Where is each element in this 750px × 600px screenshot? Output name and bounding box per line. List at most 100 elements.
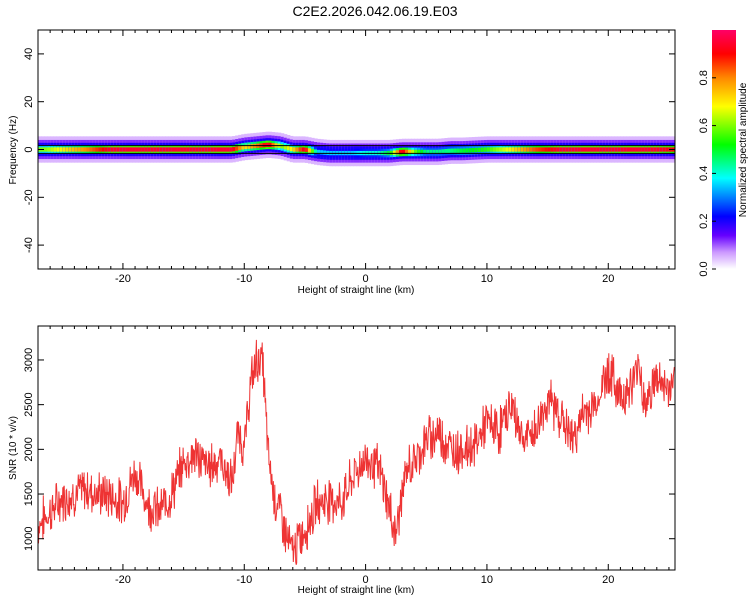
band-cell — [89, 147, 94, 152]
spectrogram-y-axis-label: Frequency (Hz) — [8, 116, 19, 185]
band-cell — [602, 147, 606, 152]
band-cell — [626, 147, 631, 152]
band-cell — [238, 145, 242, 151]
band-cell — [295, 147, 300, 152]
band-cell — [198, 147, 203, 152]
band-cell — [250, 144, 254, 149]
spectrogram-y-tick-label: -20 — [23, 189, 35, 205]
band-cell — [544, 147, 549, 152]
band-cell — [122, 147, 127, 152]
band-cell — [80, 147, 85, 152]
band-cell — [577, 147, 582, 152]
band-cell — [590, 147, 594, 152]
band-cell — [405, 149, 409, 155]
band-cell — [156, 147, 160, 152]
band-cell — [210, 147, 215, 152]
snr-ticks: -20 -10 0 10 20 1000 1500 2000 2500 3000 — [23, 326, 675, 586]
band-cell — [159, 147, 163, 152]
band-cell — [292, 147, 297, 152]
band-cell — [493, 147, 497, 152]
band-cell — [141, 147, 145, 152]
band-cell — [453, 148, 458, 153]
band-cell — [235, 146, 239, 151]
band-cell — [662, 147, 667, 152]
band-cell — [44, 147, 48, 152]
band-cell — [98, 147, 103, 152]
spectrogram-y-tick-label: 20 — [23, 96, 35, 108]
band-cell — [499, 147, 503, 152]
band-cell — [432, 149, 436, 155]
band-cell — [304, 147, 309, 152]
band-cell — [471, 148, 476, 153]
band-cell — [465, 148, 470, 153]
colorbar-ticks: 0.0 0.2 0.4 0.6 0.8 — [698, 70, 716, 277]
band-cell — [526, 147, 530, 152]
band-cell — [562, 147, 567, 152]
band-cell — [129, 147, 133, 152]
snr-y-tick-label: 2500 — [23, 392, 35, 416]
band-cell — [456, 148, 461, 153]
band-cell — [632, 147, 637, 152]
band-cell — [144, 147, 148, 152]
band-cell — [150, 147, 154, 152]
band-cell — [216, 147, 221, 152]
band-cell — [444, 148, 449, 154]
band-cell — [571, 147, 576, 152]
band-cell — [605, 147, 609, 152]
band-cell — [241, 145, 245, 150]
band-cell — [450, 148, 455, 153]
band-cell — [244, 144, 248, 150]
band-cell — [517, 147, 521, 152]
band-cell — [398, 149, 403, 155]
band-cell — [53, 147, 57, 152]
band-cell — [195, 147, 200, 152]
band-cell — [423, 149, 427, 155]
colorbar-tick-label: 0.4 — [698, 166, 710, 181]
band-cell — [262, 143, 267, 148]
band-cell — [204, 147, 209, 152]
band-cell — [477, 147, 482, 153]
spectrogram-y-tick-label: -40 — [23, 237, 35, 253]
band-cell — [556, 147, 561, 152]
band-cell — [153, 147, 157, 152]
band-cell — [417, 149, 421, 155]
snr-y-axis-label: SNR (10 * v/v) — [8, 416, 19, 480]
band-cell — [280, 144, 285, 149]
band-cell — [402, 149, 406, 155]
band-cell — [74, 147, 79, 152]
colorbar-gradient — [712, 30, 736, 269]
band-cell — [502, 147, 506, 152]
band-cell — [268, 142, 273, 148]
band-cell — [653, 147, 658, 152]
colorbar-label: Normalized spectral amplitude — [738, 82, 749, 217]
band-cell — [101, 147, 106, 152]
band-cell — [599, 147, 603, 152]
band-cell — [468, 148, 473, 153]
band-cell — [480, 147, 485, 152]
band-cell — [614, 147, 618, 152]
band-cell — [523, 147, 527, 152]
spectrogram-x-tick-label: -10 — [236, 273, 252, 285]
colorbar-tick-label: 0.0 — [698, 261, 710, 276]
band-cell — [535, 147, 540, 152]
band-cell — [220, 147, 224, 152]
band-cell — [547, 147, 552, 152]
band-cell — [441, 149, 446, 154]
band-cell — [593, 147, 597, 152]
band-cell — [50, 147, 54, 152]
band-cell — [538, 147, 543, 152]
band-cell — [620, 147, 625, 152]
band-cell — [580, 147, 585, 152]
band-cell — [65, 147, 69, 152]
band-cell — [132, 147, 136, 152]
band-cell — [574, 147, 579, 152]
band-cell — [587, 147, 591, 152]
band-cell — [307, 148, 312, 153]
band-cell — [95, 147, 100, 152]
band-cell — [656, 147, 661, 152]
band-cell — [311, 148, 315, 154]
band-cell — [232, 147, 236, 152]
snr-x-tick-label: 10 — [481, 574, 493, 586]
band-cell — [496, 147, 500, 152]
band-cell — [323, 150, 327, 155]
